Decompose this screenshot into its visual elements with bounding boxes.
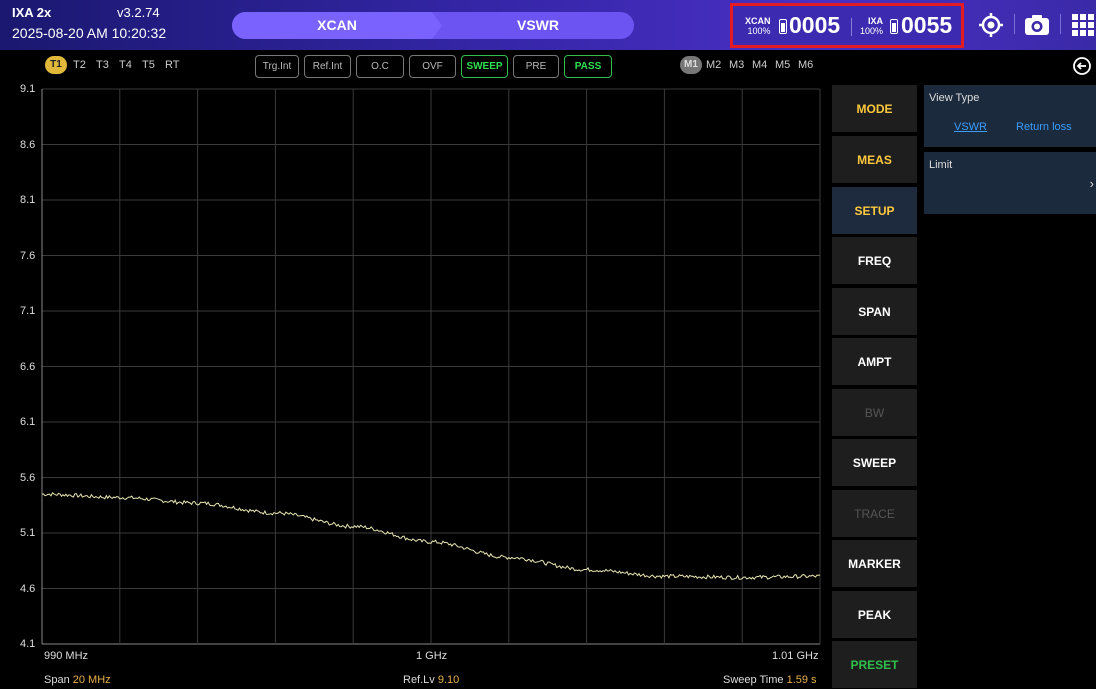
top-bar: IXA 2x v3.2.74 2025-08-20 AM 10:20:32 XC… — [0, 0, 1096, 50]
marker-m4[interactable]: M4 — [752, 59, 768, 71]
chevron-right-icon: › — [1089, 176, 1094, 191]
sweep-time-readout: Sweep Time 1.59 s — [723, 674, 817, 686]
ixa-device-info: IXA 100% — [860, 16, 883, 36]
view-type-label: View Type — [929, 92, 980, 104]
y-tick-label: 6.6 — [20, 361, 36, 373]
y-tick-label: 5.1 — [20, 527, 36, 539]
app-name: IXA 2x — [12, 5, 52, 20]
app-version: v3.2.74 — [117, 5, 160, 20]
span-value: 20 MHz — [72, 674, 111, 686]
marker-m2[interactable]: M2 — [706, 59, 722, 71]
back-arrow-icon[interactable] — [1072, 56, 1092, 76]
xcan-device-info: XCAN 100% — [745, 16, 771, 36]
status-ovf: OVF — [409, 55, 456, 78]
menu-bw-button[interactable]: BW — [832, 389, 917, 436]
xcan-device-name: XCAN — [745, 16, 771, 26]
menu-ampt-button[interactable]: AMPT — [832, 338, 917, 385]
y-tick-label: 9.1 — [20, 83, 36, 95]
view-type-card: View Type VSWR Return loss — [924, 85, 1096, 147]
menu-setup-button[interactable]: SETUP — [832, 187, 917, 234]
ref-level-value: 9.10 — [437, 674, 460, 686]
trace-rt[interactable]: RT — [165, 59, 180, 71]
y-tick-label: 5.6 — [20, 472, 36, 484]
x-tick-start: 990 MHz — [44, 650, 89, 662]
ixa-battery-level: 100% — [860, 26, 884, 36]
marker-m6[interactable]: M6 — [798, 59, 814, 71]
y-tick-label: 6.1 — [20, 416, 36, 428]
status-pass: PASS — [564, 55, 612, 78]
menu-meas-button[interactable]: MEAS — [832, 136, 917, 183]
date-time: 2025-08-20 AM 10:20:32 — [12, 25, 167, 41]
menu-sweep-button[interactable]: SWEEP — [832, 439, 917, 486]
plot-canvas[interactable] — [0, 83, 828, 689]
status-toolbar: T1 T2 T3 T4 T5 RT Trg.Int Ref.Int O.C OV… — [0, 50, 1096, 83]
sweep-time-label: Sweep Time — [723, 674, 784, 686]
menu-preset-button[interactable]: PRESET — [832, 641, 917, 688]
x-tick-end: 1.01 GHz — [772, 650, 819, 662]
y-tick-label: 8.1 — [20, 194, 36, 206]
view-option-return-loss[interactable]: Return loss — [1016, 121, 1072, 133]
vswr-plot: 9.1 8.6 8.1 7.6 7.1 6.6 6.1 5.6 5.1 4.6 … — [0, 83, 828, 689]
header-divider — [1060, 14, 1061, 34]
grid-menu-icon[interactable] — [1068, 10, 1096, 40]
marker-m1[interactable]: M1 — [680, 56, 702, 74]
mode-breadcrumb: XCAN VSWR — [232, 12, 634, 39]
plot-grid — [41, 88, 821, 645]
ixa-device-name: IXA — [868, 16, 884, 26]
y-tick-label: 7.1 — [20, 305, 36, 317]
series-line-vswr — [41, 492, 821, 581]
device-counters: XCAN 100% 0005 IXA 100% 0055 — [730, 3, 964, 48]
ref-level-readout: Ref.Lv 9.10 — [403, 674, 459, 686]
mode-step-vswr[interactable]: VSWR — [517, 17, 559, 33]
view-option-vswr[interactable]: VSWR — [954, 121, 987, 133]
softkey-menu: MODE MEAS SETUP FREQ SPAN AMPT BW SWEEP … — [828, 83, 920, 689]
trace-t2[interactable]: T2 — [73, 59, 86, 71]
span-readout: Span 20 MHz — [44, 674, 111, 686]
battery-icon — [779, 19, 787, 34]
status-trg-int: Trg.Int — [255, 55, 299, 78]
y-tick-label: 8.6 — [20, 139, 36, 151]
limit-card[interactable]: Limit › — [924, 152, 1096, 214]
trace-t1[interactable]: T1 — [45, 56, 67, 74]
status-oc: O.C — [356, 55, 404, 78]
battery-icon — [890, 19, 898, 34]
status-ref-int: Ref.Int — [304, 55, 351, 78]
status-sweep: SWEEP — [461, 55, 508, 78]
menu-marker-button[interactable]: MARKER — [832, 540, 917, 587]
xcan-counter: 0005 — [789, 12, 841, 38]
y-tick-label: 4.1 — [20, 638, 36, 650]
menu-span-button[interactable]: SPAN — [832, 288, 917, 335]
menu-peak-button[interactable]: PEAK — [832, 591, 917, 638]
limit-label: Limit — [929, 159, 953, 171]
x-tick-center: 1 GHz — [416, 650, 448, 662]
marker-m5[interactable]: M5 — [775, 59, 791, 71]
ref-level-label: Ref.Lv — [403, 674, 435, 686]
camera-icon[interactable] — [1022, 10, 1052, 40]
marker-m3[interactable]: M3 — [729, 59, 745, 71]
menu-trace-button[interactable]: TRACE — [832, 490, 917, 537]
menu-freq-button[interactable]: FREQ — [832, 237, 917, 284]
span-label: Span — [44, 674, 70, 686]
counter-divider — [851, 18, 852, 36]
trace-t4[interactable]: T4 — [119, 59, 132, 71]
mode-step-xcan[interactable]: XCAN — [232, 12, 442, 39]
ixa-counter: 0055 — [901, 12, 953, 38]
setup-panel: View Type VSWR Return loss Limit › — [920, 83, 1096, 689]
locate-icon[interactable] — [976, 10, 1006, 40]
menu-mode-button[interactable]: MODE — [832, 85, 917, 132]
xcan-battery-level: 100% — [747, 26, 771, 36]
header-divider — [1014, 14, 1015, 34]
trace-t3[interactable]: T3 — [96, 59, 109, 71]
status-pre: PRE — [513, 55, 559, 78]
y-tick-label: 7.6 — [20, 250, 36, 262]
sweep-time-value: 1.59 s — [786, 674, 817, 686]
trace-t5[interactable]: T5 — [142, 59, 155, 71]
y-tick-label: 4.6 — [20, 583, 36, 595]
